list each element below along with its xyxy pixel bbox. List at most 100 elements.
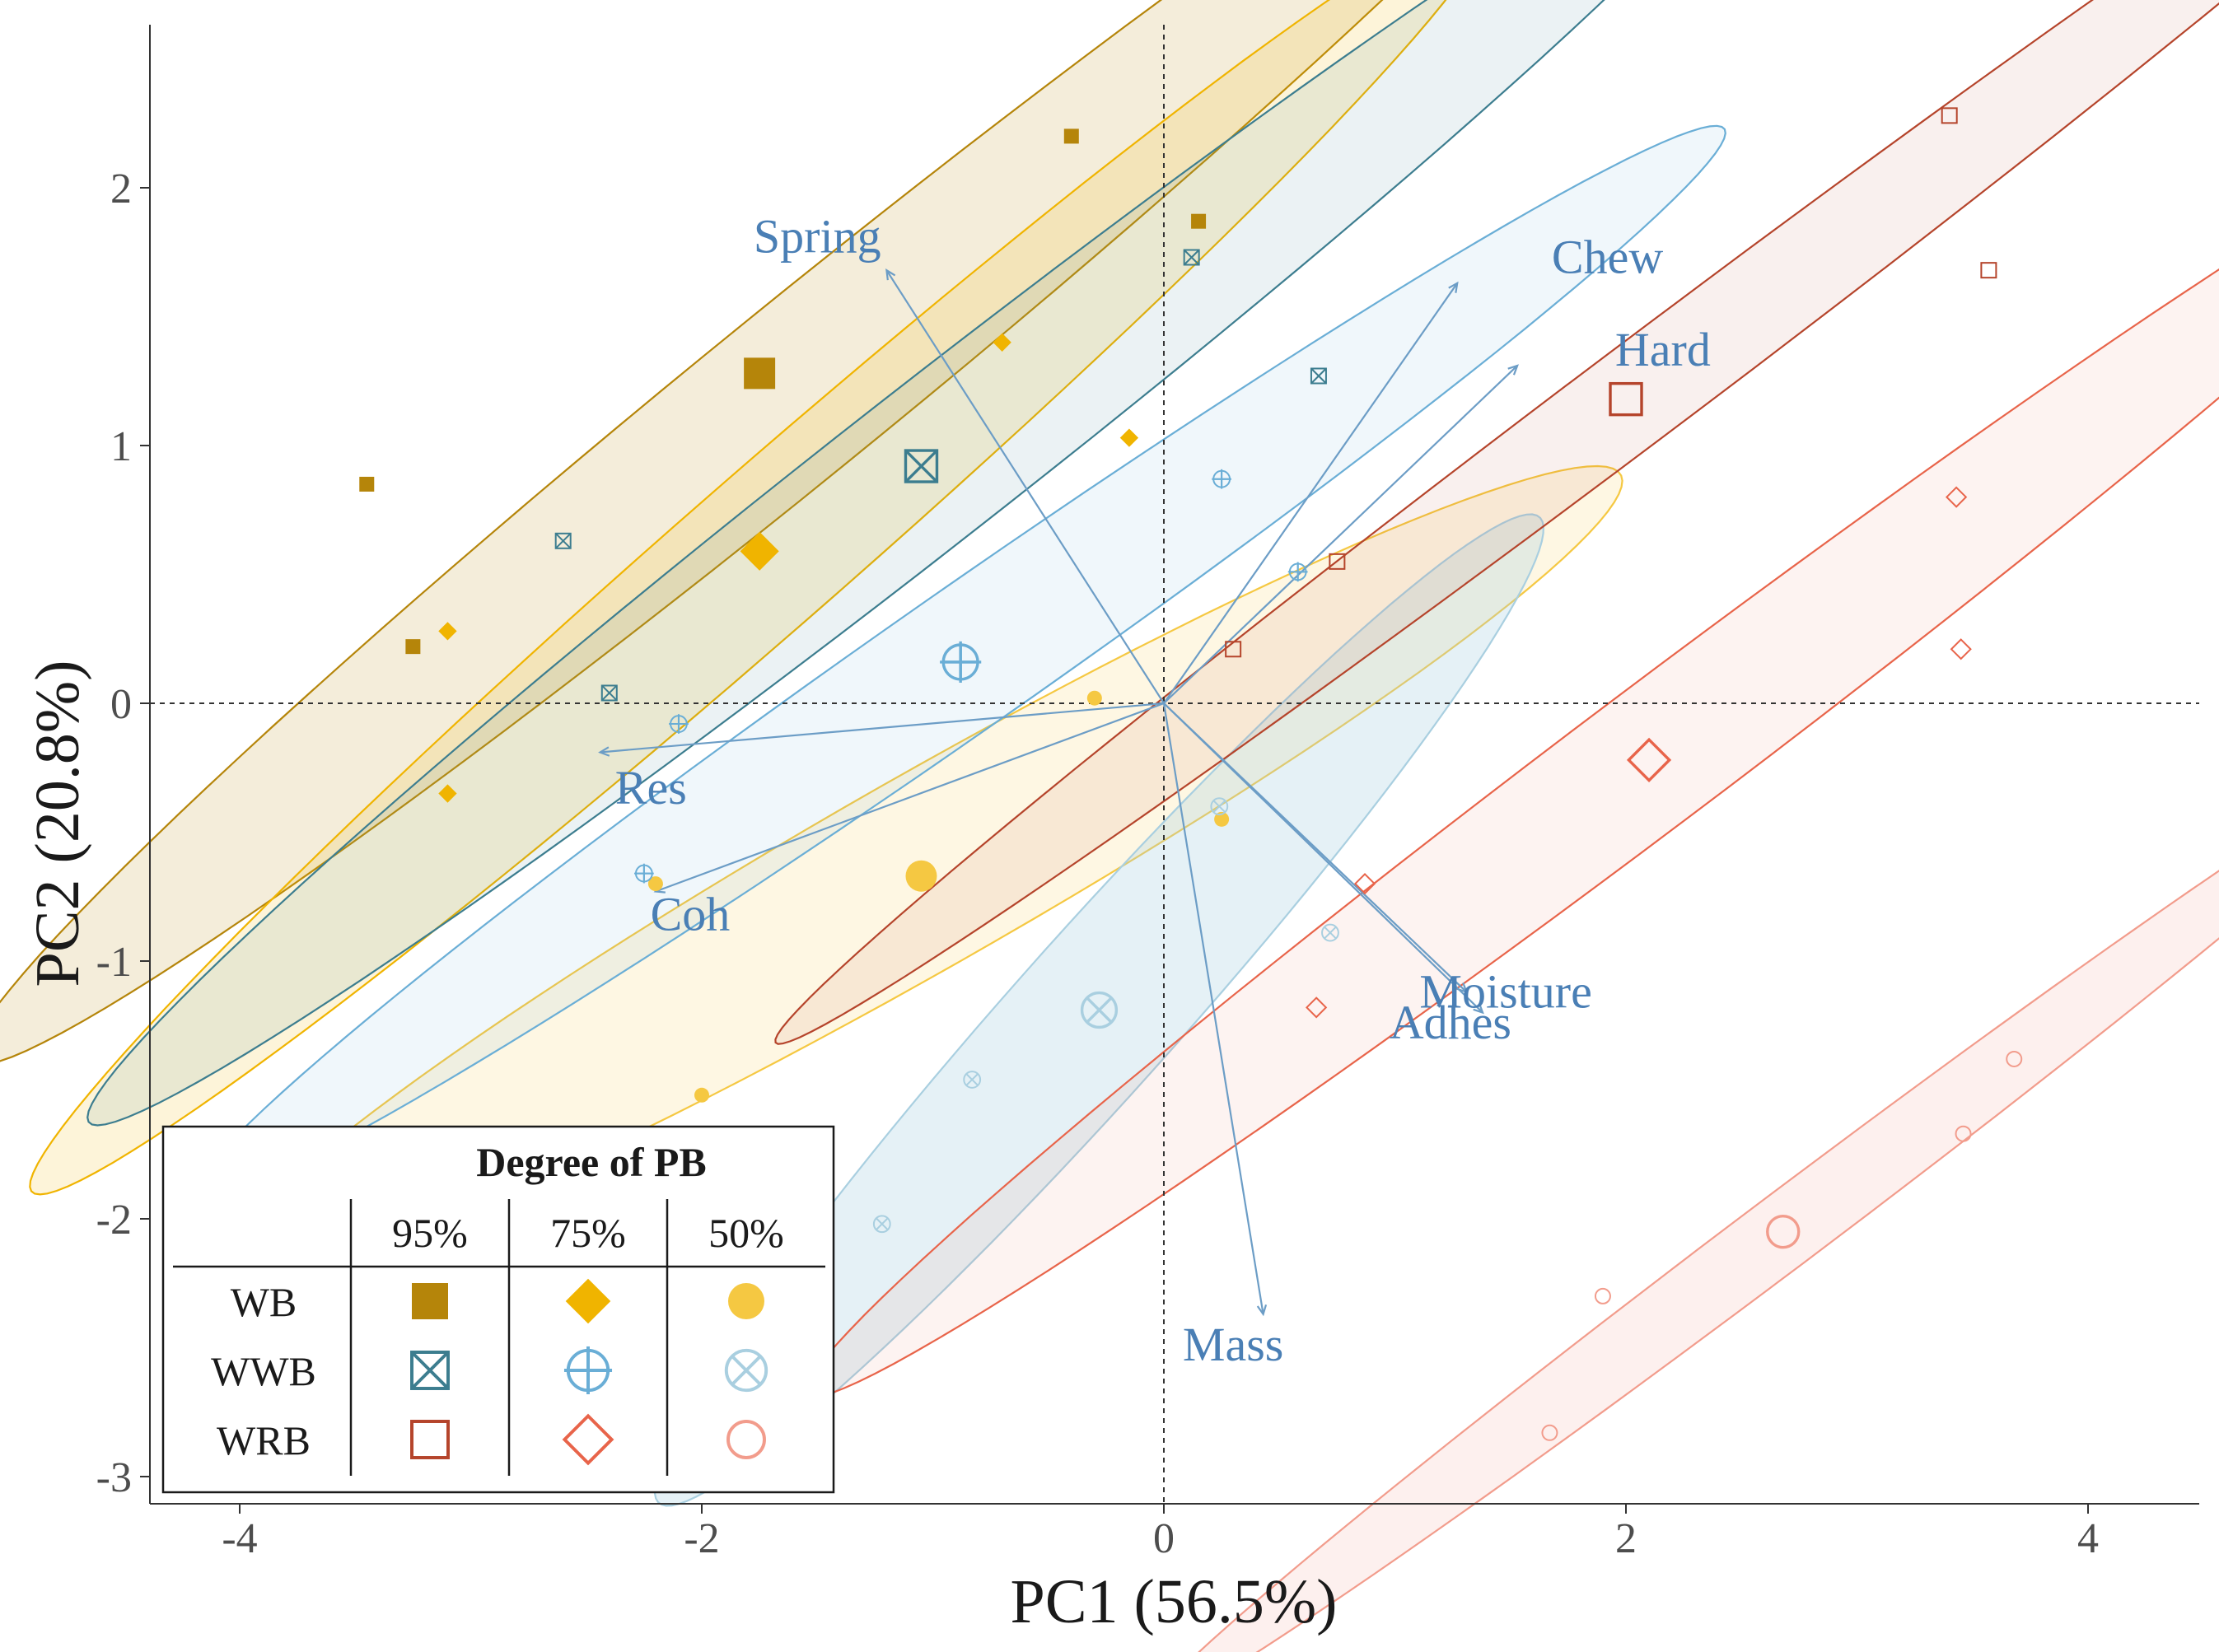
point-wwb-50-2 [1321,923,1339,942]
loading-arrow-hard [1163,365,1518,704]
centroid-wb-75 [740,531,779,571]
point-wrb-75-4 [1950,638,1972,660]
point-wwb-95-3 [1183,249,1200,266]
centroid-wrb-95 [1609,381,1643,417]
y-tick-label: -3 [96,1454,132,1501]
point-wwb-95-2 [600,684,618,702]
ellipse-wb-95 [0,0,1384,1062]
point-wrb-75-3 [1946,486,1968,508]
x-tick-label: -2 [684,1515,719,1562]
y-tick-label: -1 [96,939,132,986]
centroid-wwb-95 [904,449,939,483]
centroid-wwb-75 [940,641,982,683]
loading-label-chew: Chew [1552,230,1663,283]
point-wb-75-3 [993,333,1011,352]
point-wrb-95-3 [1941,107,1958,124]
point-wwb-75-2 [633,863,654,884]
legend-row-wrb: WRB [217,1417,311,1463]
point-wwb-75-1 [669,714,689,734]
loading-label-res: Res [615,761,687,814]
x-tick-label: 0 [1153,1515,1175,1562]
point-wwb-50-4 [872,1215,891,1234]
point-wrb-50-1 [1594,1287,1611,1304]
legend-symbol-wb-75 [565,1278,611,1324]
loading-arrow-spring [885,269,1165,704]
centroid-wrb-75 [1626,737,1672,782]
legend-row-wb: WB [231,1279,297,1325]
legend-title: Degree of PB [476,1139,707,1185]
legend-column-75: 75% [550,1210,626,1256]
point-wb-95-1 [359,476,375,492]
point-wwb-50-3 [963,1071,982,1089]
legend-symbol-wwb-50 [724,1348,768,1393]
legend-symbol-wrb-95 [410,1420,450,1459]
legend-column-50: 50% [708,1210,784,1256]
point-wb-75-1 [438,622,457,641]
legend-column-95: 95% [392,1210,468,1256]
point-wb-50-2 [1214,811,1230,827]
point-wb-95-3 [1063,128,1079,144]
loading-arrowhead-res [598,746,610,757]
loading-arrowhead-hard [1507,364,1519,376]
x-axis-title: PC1 (56.5%) [1011,1567,1338,1636]
loading-arrowhead-moisture [1473,1002,1484,1015]
axis-ticks: -4 -2 0 2 4 -3 -2 -1 0 1 2 [96,166,2099,1562]
ellipse-wrb-95 [774,0,2219,1045]
x-tick-label: -4 [222,1515,257,1562]
point-wb-95-2 [405,639,421,655]
loading-label-moisture: Moisture [1419,964,1591,1018]
loading-arrow-coh [655,702,1165,893]
y-tick-label: 1 [110,423,132,470]
loading-label-spring: Spring [754,209,881,263]
point-wb-75-2 [438,784,457,803]
y-axis-title: PC2 (20.8%) [23,660,92,987]
point-wrb-75-2 [1306,996,1328,1019]
centroid-wb-95 [744,357,776,390]
point-wb-50-1 [1086,690,1102,706]
point-wwb-95-1 [554,532,572,549]
point-wb-50-3 [647,876,663,892]
loading-arrow-res [600,702,1165,754]
point-wwb-50-1 [1210,797,1229,816]
legend-row-wwb: WWB [211,1348,316,1394]
loading-arrowhead-adhes [1456,982,1469,994]
ellipse-wrb-50 [1198,870,2219,1652]
loading-arrowhead-chew [1448,281,1459,293]
point-wrb-50-3 [2006,1050,2023,1067]
loading-label-coh: Coh [651,887,731,940]
point-wrb-50-4 [1955,1125,1972,1142]
point-wrb-75-1 [1353,872,1376,895]
y-tick-label: -2 [96,1197,132,1244]
point-wb-75-4 [1119,428,1139,447]
legend-symbol-wb-50 [728,1283,764,1319]
point-wrb-95-1 [1225,641,1242,658]
point-wwb-75-4 [1287,562,1308,582]
ellipse-wwb-95 [86,0,1605,1127]
point-wwb-95-4 [1310,367,1327,385]
y-tick-label: 0 [110,681,132,728]
legend-symbols [410,1278,768,1466]
x-tick-label: 4 [2077,1515,2099,1562]
centroid-wrb-50 [1766,1214,1801,1249]
loading-arrow-mass [1162,702,1264,1314]
axes [149,25,2199,1505]
centroid-wb-50 [905,860,937,892]
centroid-wwb-50 [1080,991,1119,1029]
point-wwb-75-3 [1212,469,1232,489]
loading-label-hard: Hard [1615,323,1711,376]
loading-label-adhes: Adhes [1390,996,1511,1049]
legend-symbol-wrb-50 [726,1420,766,1459]
legend-symbol-wwb-75 [563,1346,613,1395]
x-tick-label: 2 [1615,1515,1637,1562]
point-wrb-95-4 [1980,262,1997,279]
legend: Degree of PB 95% 75% 50% WB WWB WRB [161,1125,835,1494]
loading-arrows [598,268,1519,1317]
legend-box [161,1125,835,1494]
loading-arrow-adhes [1163,702,1468,993]
loading-arrowhead-spring [885,268,896,281]
loading-label-mass: Mass [1183,1318,1283,1371]
point-wrb-95-2 [1329,553,1346,570]
legend-symbol-wwb-95 [410,1351,450,1390]
